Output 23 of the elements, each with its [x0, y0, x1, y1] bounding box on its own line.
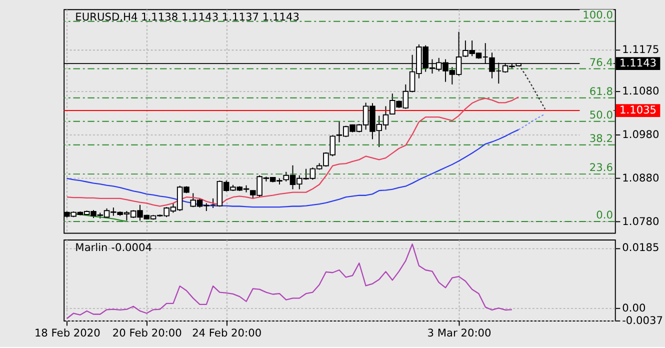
- x-tick-label: 3 Mar 20:00: [427, 327, 492, 340]
- y-tick-label: -0.0037: [622, 314, 664, 327]
- y-tick-label: 1.0880: [622, 172, 660, 184]
- y-tick-label: 0.0185: [622, 242, 660, 254]
- annotation: 50.0: [589, 110, 614, 122]
- annotation: 0.0: [596, 210, 614, 222]
- y-tick-label: 1.0780: [622, 216, 660, 228]
- chart-title: Marlin -0.0004: [75, 242, 152, 254]
- ref-line-label: 1.1143: [619, 57, 657, 70]
- annotation: 38.2: [589, 133, 613, 146]
- y-tick-label: 0.00: [622, 302, 646, 315]
- annotation: 23.6: [589, 162, 614, 174]
- annotation: 61.8: [589, 86, 614, 98]
- y-tick-label: 1.0980: [622, 128, 660, 141]
- y-tick-label: 1.1080: [622, 85, 660, 98]
- x-tick-label: 24 Feb 20:00: [192, 327, 262, 340]
- y-tick-label: 1.1175: [622, 44, 660, 56]
- chart-title: EURUSD,H4 1.1138 1.1143 1.1137 1.1143: [75, 12, 300, 24]
- annotation: 100.0: [582, 9, 614, 22]
- x-tick-label: 20 Feb 20:00: [112, 327, 182, 340]
- annotation: 76.4: [589, 56, 614, 69]
- x-tick-label: 18 Feb 2020: [34, 327, 101, 340]
- ref-line-label: 1.1035: [619, 104, 657, 116]
